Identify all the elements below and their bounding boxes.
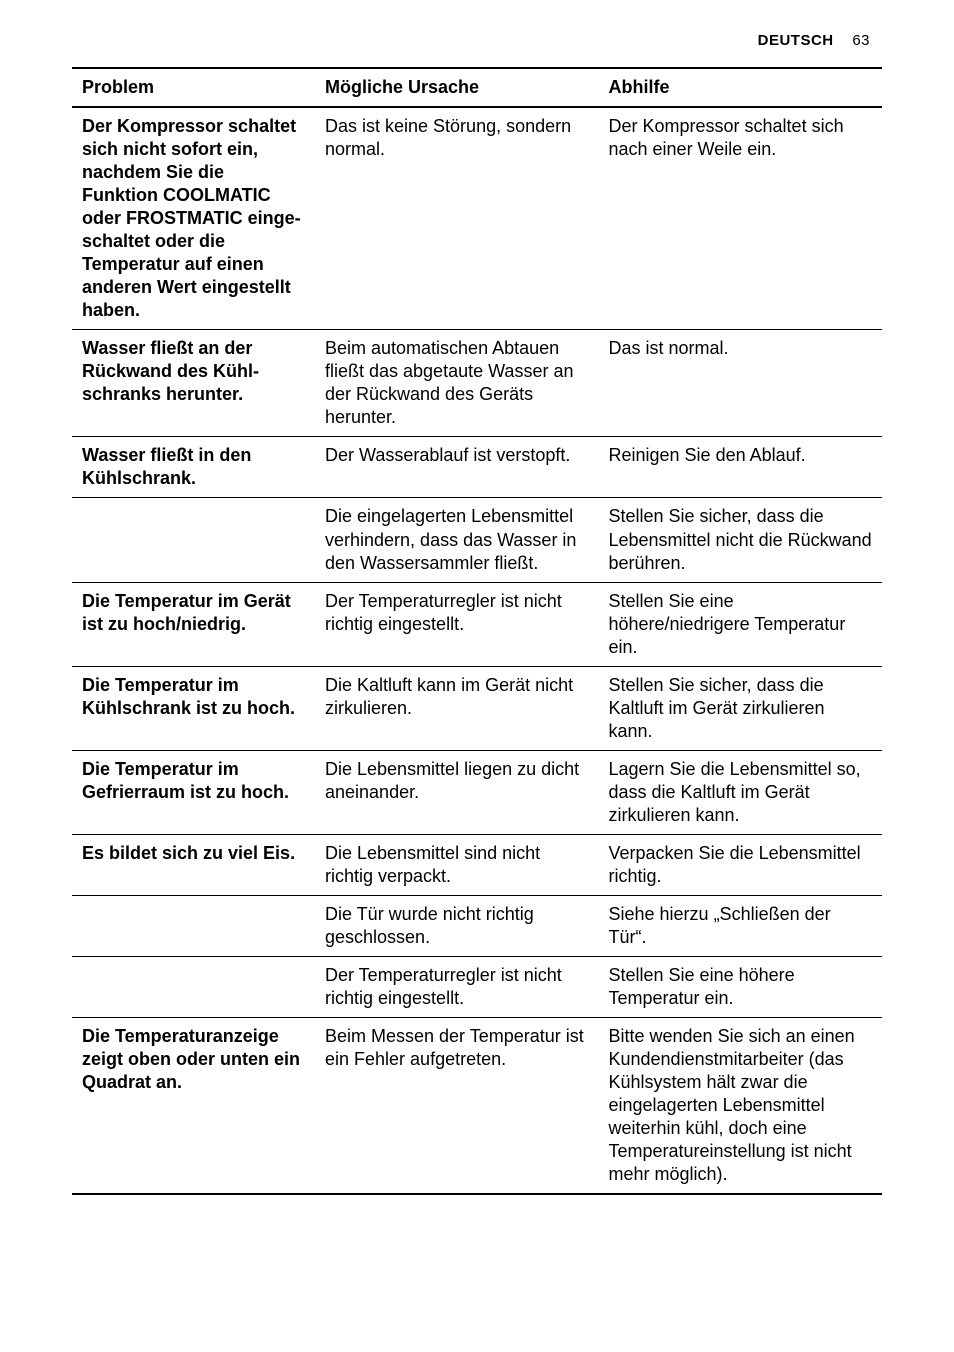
cell-cause: Der Temperaturregler ist nicht richtig e… — [315, 956, 599, 1017]
table-row: Wasser fließt an der Rückwand des Kühl­s… — [72, 330, 882, 437]
troubleshooting-table: Problem Mögliche Ursache Abhilfe Der Kom… — [72, 67, 882, 1195]
col-header-problem: Problem — [72, 68, 315, 107]
cell-remedy: Stellen Sie sicher, dass die Kaltluft im… — [599, 666, 883, 750]
cell-remedy: Bitte wenden Sie sich an einen Kundendie… — [599, 1018, 883, 1195]
table-header-row: Problem Mögliche Ursache Abhilfe — [72, 68, 882, 107]
cell-problem: Die Temperatur im Gefrierraum ist zu hoc… — [72, 750, 315, 834]
cell-remedy: Das ist normal. — [599, 330, 883, 437]
table-row: Die Tür wurde nicht rich­tig geschlossen… — [72, 895, 882, 956]
cell-remedy: Verpacken Sie die Lebens­mittel richtig. — [599, 834, 883, 895]
col-header-remedy: Abhilfe — [599, 68, 883, 107]
cell-cause: Der Temperaturregler ist nicht richtig e… — [315, 582, 599, 666]
cell-cause: Beim Messen der Tempe­ratur ist ein Fehl… — [315, 1018, 599, 1195]
page-header: DEUTSCH 63 — [72, 32, 882, 49]
page-number: 63 — [852, 32, 870, 49]
cell-remedy: Lagern Sie die Lebensmit­tel so, dass di… — [599, 750, 883, 834]
cell-cause: Die Kaltluft kann im Gerät nicht zirkuli… — [315, 666, 599, 750]
table-body: Der Kompressor schaltet sich nicht sofor… — [72, 107, 882, 1194]
cell-problem: Wasser fließt in den Kühlschrank. — [72, 437, 315, 498]
cell-remedy: Der Kompressor schaltet sich nach einer … — [599, 107, 883, 330]
cell-problem — [72, 956, 315, 1017]
cell-remedy: Stellen Sie eine höhere/niedrigere Tempe… — [599, 582, 883, 666]
cell-cause: Das ist keine Störung, sondern normal. — [315, 107, 599, 330]
cell-cause: Die Lebensmittel liegen zu dicht aneinan… — [315, 750, 599, 834]
cell-problem: Wasser fließt an der Rückwand des Kühl­s… — [72, 330, 315, 437]
page: DEUTSCH 63 Problem Mögliche Ursache Abhi… — [0, 0, 954, 1352]
cell-cause: Der Wasserablauf ist ver­stopft. — [315, 437, 599, 498]
table-row: Der Temperaturregler ist nicht richtig e… — [72, 956, 882, 1017]
cell-remedy: Stellen Sie eine höhere Temperatur ein. — [599, 956, 883, 1017]
cell-remedy: Stellen Sie sicher, dass die Lebensmitte… — [599, 498, 883, 582]
cell-cause: Die Tür wurde nicht rich­tig geschlossen… — [315, 895, 599, 956]
table-row: Wasser fließt in den Kühlschrank. Der Wa… — [72, 437, 882, 498]
cell-problem — [72, 498, 315, 582]
table-row: Die Temperatur im Gerät ist zu hoch/nied… — [72, 582, 882, 666]
cell-problem: Die Temperatur im Gerät ist zu hoch/nied… — [72, 582, 315, 666]
cell-problem: Der Kompressor schaltet sich nicht sofor… — [72, 107, 315, 330]
cell-cause: Die Lebensmittel sind nicht richtig verp… — [315, 834, 599, 895]
cell-cause: Die eingelagerten Le­bensmittel verhinde… — [315, 498, 599, 582]
table-row: Der Kompressor schaltet sich nicht sofor… — [72, 107, 882, 330]
table-row: Die eingelagerten Le­bensmittel verhinde… — [72, 498, 882, 582]
cell-problem — [72, 895, 315, 956]
col-header-cause: Mögliche Ursache — [315, 68, 599, 107]
table-row: Die Temperaturan­zeige zeigt oben oder u… — [72, 1018, 882, 1195]
cell-remedy: Reinigen Sie den Ablauf. — [599, 437, 883, 498]
cell-problem: Die Temperatur im Kühlschrank ist zu hoc… — [72, 666, 315, 750]
cell-problem: Es bildet sich zu viel Eis. — [72, 834, 315, 895]
table-row: Es bildet sich zu viel Eis. Die Lebensmi… — [72, 834, 882, 895]
cell-cause: Beim automatischen Ab­tauen fließt das a… — [315, 330, 599, 437]
cell-remedy: Siehe hierzu „Schließen der Tür“. — [599, 895, 883, 956]
table-row: Die Temperatur im Kühlschrank ist zu hoc… — [72, 666, 882, 750]
cell-problem: Die Temperaturan­zeige zeigt oben oder u… — [72, 1018, 315, 1195]
table-row: Die Temperatur im Gefrierraum ist zu hoc… — [72, 750, 882, 834]
language-label: DEUTSCH — [758, 32, 834, 49]
